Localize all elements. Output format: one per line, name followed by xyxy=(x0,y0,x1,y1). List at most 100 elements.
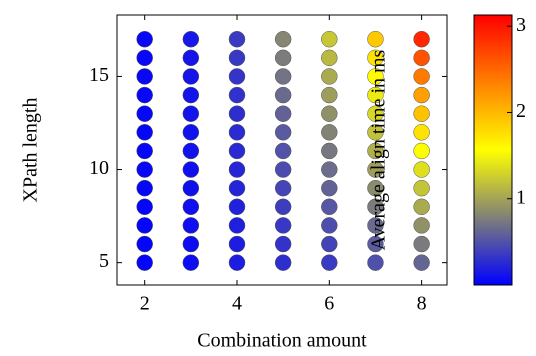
point xyxy=(367,198,384,216)
colorbar-tick-label: 2 xyxy=(516,100,526,122)
point xyxy=(413,105,430,122)
point xyxy=(367,68,384,85)
point xyxy=(228,124,246,141)
point xyxy=(413,142,430,160)
point xyxy=(321,68,338,85)
point xyxy=(321,179,338,197)
point xyxy=(321,105,338,122)
point xyxy=(274,30,292,48)
y-tick-label: 5 xyxy=(99,250,109,272)
point xyxy=(182,105,200,122)
point xyxy=(274,198,292,216)
point xyxy=(182,198,200,216)
point xyxy=(413,68,430,85)
point xyxy=(228,142,246,160)
point xyxy=(182,161,200,178)
point xyxy=(367,49,384,67)
point xyxy=(136,217,153,234)
point xyxy=(274,217,292,234)
point xyxy=(367,142,384,160)
point xyxy=(136,198,153,216)
point xyxy=(274,142,292,160)
x-tick-label: 4 xyxy=(232,293,242,315)
point xyxy=(367,217,384,234)
point xyxy=(367,124,384,141)
point xyxy=(413,235,430,253)
colorbar-label: Average align time in ms xyxy=(368,49,390,250)
point xyxy=(274,86,292,104)
point xyxy=(321,86,338,104)
point xyxy=(367,179,384,197)
point xyxy=(182,49,200,67)
x-tick-label: 8 xyxy=(417,293,427,315)
point xyxy=(321,161,338,178)
point xyxy=(228,105,246,122)
x-tick-label: 2 xyxy=(140,293,150,315)
point xyxy=(413,124,430,141)
point xyxy=(136,161,153,178)
point xyxy=(413,30,430,48)
point xyxy=(274,161,292,178)
point xyxy=(182,30,200,48)
point xyxy=(136,235,153,253)
point xyxy=(413,198,430,216)
point xyxy=(228,86,246,104)
y-tick-label: 10 xyxy=(89,157,109,179)
point xyxy=(367,86,384,104)
point xyxy=(228,68,246,85)
point xyxy=(413,49,430,67)
plot-frame xyxy=(116,14,448,286)
point xyxy=(321,30,338,48)
point xyxy=(136,254,153,271)
point xyxy=(321,124,338,141)
point xyxy=(182,179,200,197)
point xyxy=(182,86,200,104)
point xyxy=(228,254,246,271)
point xyxy=(274,105,292,122)
point xyxy=(274,49,292,67)
point xyxy=(321,254,338,271)
point xyxy=(413,179,430,197)
point xyxy=(367,161,384,178)
y-axis-label: XPath length xyxy=(20,98,42,203)
point xyxy=(274,68,292,85)
y-tick-label: 15 xyxy=(89,64,109,86)
point xyxy=(182,68,200,85)
point xyxy=(367,254,384,271)
point xyxy=(413,86,430,104)
point xyxy=(274,254,292,271)
point xyxy=(136,49,153,67)
point xyxy=(182,142,200,160)
point xyxy=(321,235,338,253)
point xyxy=(182,235,200,253)
point xyxy=(321,217,338,234)
point xyxy=(228,161,246,178)
point xyxy=(274,179,292,197)
colorbar-tick-label: 1 xyxy=(516,186,526,208)
point xyxy=(136,30,153,48)
x-axis-label: Combination amount xyxy=(197,330,367,352)
point xyxy=(413,254,430,271)
point xyxy=(413,217,430,234)
point xyxy=(136,124,153,141)
x-tick-label: 6 xyxy=(324,293,334,315)
point xyxy=(321,198,338,216)
colorbar-tick-label: 3 xyxy=(516,14,526,36)
point xyxy=(413,161,430,178)
point xyxy=(136,179,153,197)
point xyxy=(321,49,338,67)
point xyxy=(228,179,246,197)
point xyxy=(274,235,292,253)
point xyxy=(274,124,292,141)
point xyxy=(182,124,200,141)
point xyxy=(228,49,246,67)
point xyxy=(182,217,200,234)
point xyxy=(136,86,153,104)
point xyxy=(136,142,153,160)
point xyxy=(228,217,246,234)
point xyxy=(367,235,384,253)
point xyxy=(228,30,246,48)
point xyxy=(136,68,153,85)
point xyxy=(136,105,153,122)
